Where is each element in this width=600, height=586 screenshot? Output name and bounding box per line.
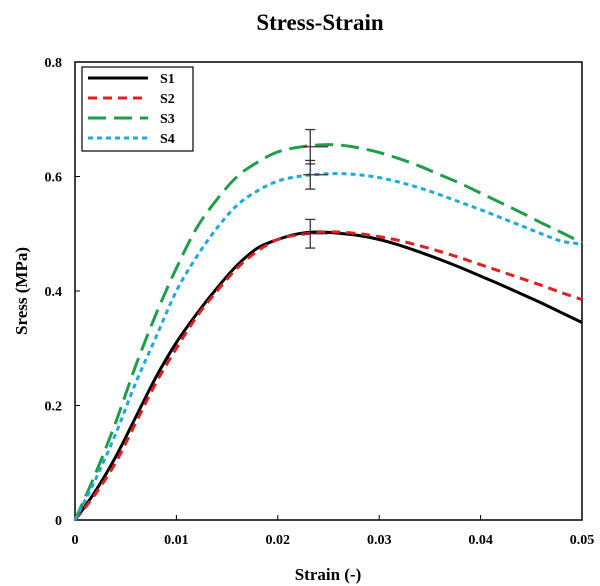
series-layer	[73, 143, 583, 521]
chart-title: Stress-Strain	[256, 10, 384, 35]
x-tick-label: 0.05	[570, 533, 595, 548]
series-line-s4	[73, 172, 583, 521]
legend-label-s2: S2	[160, 92, 175, 107]
y-tick-label: 0.4	[45, 285, 63, 300]
x-tick-label: 0	[72, 533, 79, 548]
y-axis-label: Sress (MPa)	[12, 247, 31, 335]
error-bar-s4	[303, 159, 329, 190]
y-tick-label: 0.8	[45, 56, 63, 71]
legend-label-s3: S3	[160, 112, 175, 127]
y-tick-label: 0.2	[45, 400, 63, 415]
series-line-s2	[73, 230, 583, 521]
y-tick-label: 0	[55, 514, 62, 529]
y-tick-label: 0.6	[45, 171, 63, 186]
series-line-s1	[73, 230, 583, 521]
error-bars	[303, 128, 329, 249]
error-bar-s3	[303, 128, 329, 165]
x-axis-label: Strain (-)	[295, 565, 362, 584]
x-tick-label: 0.02	[266, 533, 291, 548]
error-bar-s1	[303, 218, 329, 249]
axis-ticks: 0 0.01 0.02 0.03 0.04 0.05 0 0.2 0.4 0.6 0.8	[45, 56, 595, 548]
legend-label-s4: S4	[160, 132, 175, 147]
legend-label-s1: S1	[160, 72, 175, 87]
x-tick-label: 0.01	[164, 533, 189, 548]
x-tick-label: 0.03	[367, 533, 392, 548]
x-tick-label: 0.04	[468, 533, 493, 548]
series-line-s3	[73, 143, 583, 521]
legend: S1 S2 S3 S4	[81, 66, 194, 152]
